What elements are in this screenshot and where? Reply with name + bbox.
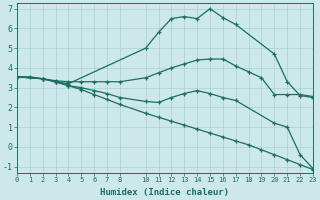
X-axis label: Humidex (Indice chaleur): Humidex (Indice chaleur) — [100, 188, 229, 197]
